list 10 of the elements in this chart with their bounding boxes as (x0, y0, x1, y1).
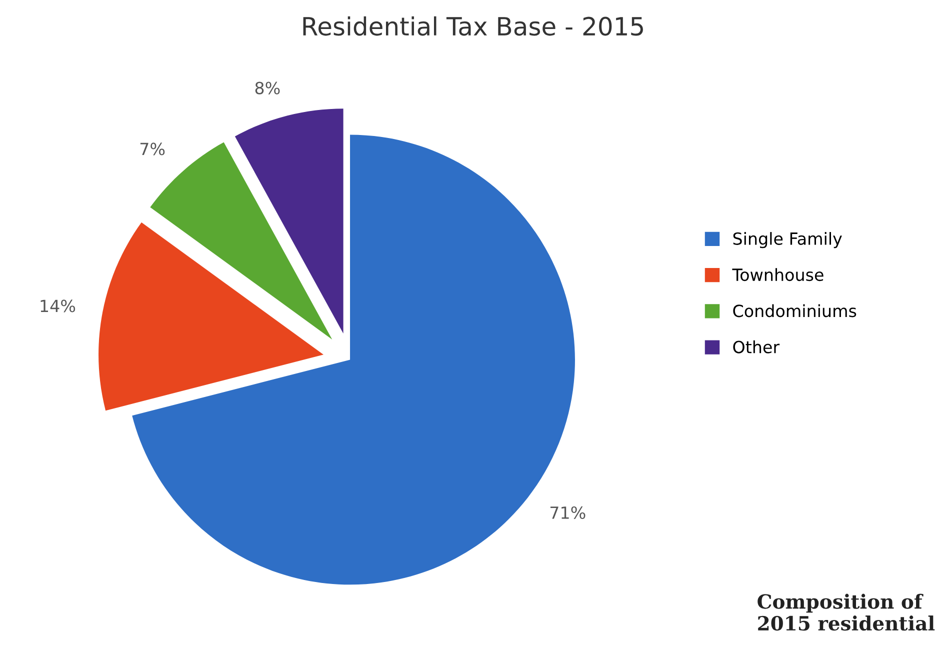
legend-label: Townhouse (732, 268, 824, 282)
legend-label: Single Family (733, 232, 842, 248)
chart-title: Residential Tax Base - 2015 (303, 16, 643, 36)
legend-label: Other (733, 340, 780, 354)
data-label: 8% (255, 82, 280, 94)
legend-label: Condominiums (733, 304, 856, 318)
data-label: 71% (550, 506, 586, 519)
data-label: 7% (140, 142, 165, 156)
data-label: 14% (40, 300, 76, 312)
text: Composition of 2015 residential (758, 594, 935, 631)
